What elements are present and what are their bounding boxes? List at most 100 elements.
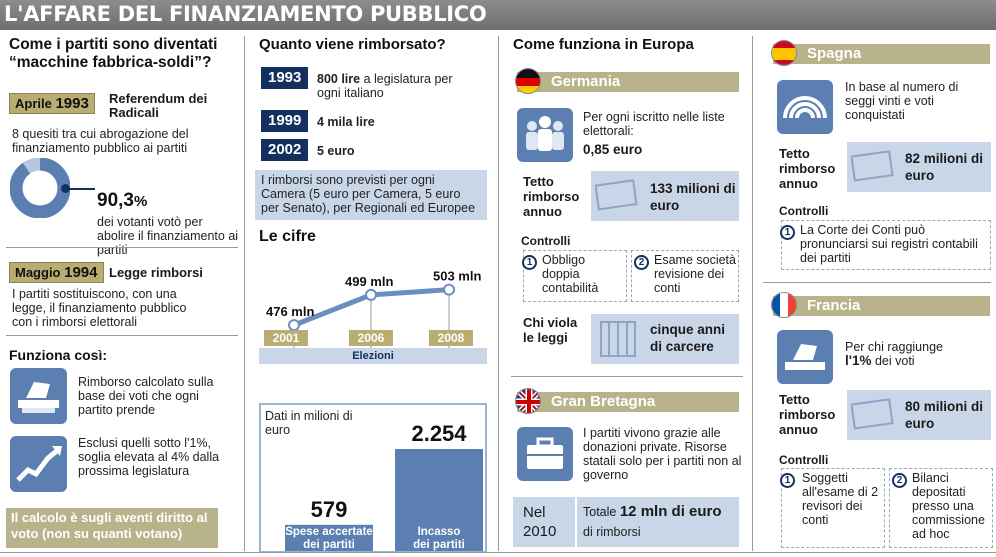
referendum-text: 8 quesiti tra cui abrogazione del finanz… xyxy=(12,127,189,155)
reimbursement-row: 2002 xyxy=(260,139,309,161)
column-divider xyxy=(244,36,245,551)
growth-chart-icon xyxy=(10,436,67,492)
section-divider xyxy=(763,282,991,283)
referendum-title: Referendum dei Radicali xyxy=(109,91,208,120)
uk-flag-icon xyxy=(515,388,541,414)
banknote-icon xyxy=(851,398,894,430)
section-divider xyxy=(511,376,743,377)
bar-chart-unit: Dati in milioni di euro xyxy=(265,409,353,437)
germania-tetto-value: 133 milioni di euro xyxy=(650,181,736,213)
gb-header: Gran Bretagna xyxy=(517,392,739,412)
line-point xyxy=(443,283,455,296)
referendum-percentage: 90,3% xyxy=(97,190,148,211)
gb-total-box: Totale 12 mln di euro di rimborsi xyxy=(577,497,739,547)
spagna-controlli-label: Controlli xyxy=(779,204,829,218)
francia-name: Francia xyxy=(807,297,861,314)
line-data-label: 499 mln xyxy=(345,274,393,289)
line-tick-label: 2006 xyxy=(349,330,393,346)
francia-tetto-value: 80 milioni di euro xyxy=(905,399,984,431)
germania-tetto-label: Tetto rimborso annuo xyxy=(523,174,580,219)
bar-category-label: dei partiti xyxy=(413,539,465,551)
reimbursement-row: 1993 xyxy=(260,67,309,89)
how-heading: Funziona così: xyxy=(9,347,107,363)
prison-icon xyxy=(600,321,636,357)
gb-info: I partiti vivono grazie alle donazioni p… xyxy=(583,426,742,482)
germania-tetto-box: 133 milioni di euro xyxy=(591,171,739,221)
row-amount: 5 euro xyxy=(317,144,355,158)
footer-note-box: Il calcolo è sugli aventi diritto al vot… xyxy=(6,508,218,548)
spagna-control-1: 1 La Corte dei Conti può pronunciarsi su… xyxy=(780,220,991,270)
gb-year-label: Nel 2010 xyxy=(523,504,557,540)
pointer-line xyxy=(65,188,95,190)
law-month: Maggio xyxy=(15,265,61,280)
control-text: Bilanci depositati presso una commission… xyxy=(912,471,985,541)
gb-total-suffix: di rimborsi xyxy=(583,525,641,539)
germania-name: Germania xyxy=(551,73,621,90)
germany-flag-icon xyxy=(515,68,541,94)
referendum-date-badge: Aprile 1993 xyxy=(9,93,95,114)
cifre-heading: Le cifre xyxy=(259,228,316,245)
row-year: 1993 xyxy=(260,67,309,89)
germania-info-amount: 0,85 euro xyxy=(583,142,643,157)
column-reimbursement: Quanto viene rimborsato? 1993 800 lire a… xyxy=(245,30,498,557)
reimbursement-heading: Quanto viene rimborsato? xyxy=(259,36,446,53)
spagna-info: In base al numero di seggi vinti e voti … xyxy=(845,80,959,122)
row-year: 1999 xyxy=(260,110,309,132)
germania-header: Germania xyxy=(517,72,739,92)
row-amount: 4 mila lire xyxy=(317,115,375,129)
bar-value-label: 2.254 xyxy=(411,421,467,446)
francia-controlli-label: Controlli xyxy=(779,453,829,467)
germania-control-1: 1 Obbligo doppia contabilità xyxy=(522,250,627,302)
bar xyxy=(285,524,373,551)
column-history: Come i partiti sono diventati “macchine … xyxy=(0,30,244,557)
germania-info: Per ogni iscritto nelle liste elettorali… xyxy=(583,110,725,138)
referendum-year: 1993 xyxy=(55,95,89,112)
reimbursement-note: I rimborsi sono previsti per ogni Camera… xyxy=(255,170,487,220)
law-date-badge: Maggio 1994 xyxy=(9,262,104,283)
row-year: 2002 xyxy=(260,139,309,161)
control-number: 2 xyxy=(892,473,907,488)
line-data-label: 503 mln xyxy=(433,269,481,284)
section-divider xyxy=(6,335,238,336)
line-chart: 476 mln 499 mln 503 mln xyxy=(266,269,481,355)
control-text: Esame società revisione dei conti xyxy=(654,253,736,295)
francia-control-1: 1 Soggetti all'esame di 2 revisori dei c… xyxy=(780,468,885,548)
germania-control-2: 2 Esame società revisione dei conti xyxy=(631,250,739,302)
francia-info: Per chi raggiunge l'1% dei voti xyxy=(845,340,943,368)
section-divider xyxy=(6,247,238,248)
banknote-icon xyxy=(851,150,894,182)
column-divider xyxy=(498,36,499,551)
page-title: L'AFFARE DEL FINANZIAMENTO PUBBLICO xyxy=(4,2,487,26)
control-number: 1 xyxy=(780,473,795,488)
bar-category-label: dei partiti xyxy=(303,539,355,551)
column-divider xyxy=(752,36,753,551)
europe-heading: Come funziona in Europa xyxy=(513,36,694,53)
ballot-icon xyxy=(777,330,833,384)
control-number: 2 xyxy=(634,255,649,270)
control-text: Soggetti all'esame di 2 revisori dei con… xyxy=(802,471,879,527)
pointer-dot xyxy=(61,184,70,193)
gb-year-box: Nel 2010 xyxy=(513,497,575,547)
briefcase-icon xyxy=(517,427,573,481)
bottom-rule xyxy=(0,552,996,553)
spagna-name: Spagna xyxy=(807,45,862,62)
germania-controlli-label: Controlli xyxy=(521,234,571,248)
francia-tetto-box: 80 milioni di euro xyxy=(847,390,991,440)
law-year: 1994 xyxy=(64,264,98,281)
spagna-tetto-label: Tetto rimborso annuo xyxy=(779,146,836,191)
column-europe: Come funziona in Europa Germania Per ogn… xyxy=(499,30,752,557)
donut-value-arc xyxy=(10,158,70,218)
row-text: 800 lire a legislatura per ogni italiano xyxy=(317,72,453,100)
banknote-icon xyxy=(595,179,638,211)
spagna-header: Spagna xyxy=(773,44,990,64)
parliament-icon xyxy=(777,80,833,134)
gb-name: Gran Bretagna xyxy=(551,393,656,410)
bar-category-label: Incasso xyxy=(418,526,461,538)
control-text: Obbligo doppia contabilità xyxy=(542,253,599,295)
spagna-tetto-box: 82 milioni di euro xyxy=(847,142,991,192)
law-text: I partiti sostituiscono, con una legge, … xyxy=(12,287,187,329)
spain-flag-icon xyxy=(771,40,797,66)
line-tick-label: 2008 xyxy=(429,330,473,346)
control-text: La Corte dei Conti può pronunciarsi sui … xyxy=(800,223,978,265)
